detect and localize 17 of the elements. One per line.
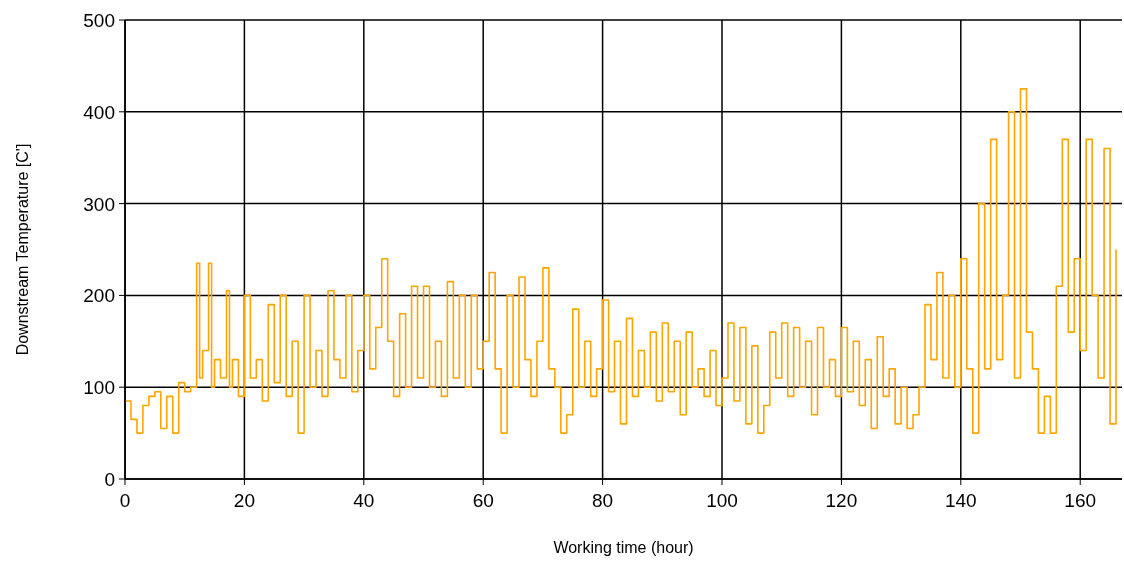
y-axis-title: Downstream Temperature [C'] (14, 143, 31, 356)
x-tick-label: 140 (944, 490, 977, 511)
x-tick-label: 80 (592, 490, 614, 511)
x-tick-label: 20 (233, 490, 255, 511)
x-tick-label: 40 (353, 490, 375, 511)
y-tick-label: 500 (83, 10, 115, 31)
x-tick-label: 120 (825, 490, 858, 511)
x-tick-label: 100 (706, 490, 738, 511)
y-tick-label: 0 (104, 469, 115, 490)
y-tick-label: 100 (83, 377, 115, 399)
x-tick-label: 160 (1064, 490, 1097, 511)
y-tick-label: 300 (83, 193, 115, 215)
x-tick-label: 0 (119, 490, 131, 511)
x-axis-title: Working time (hour) (553, 539, 694, 556)
x-tick-label: 60 (472, 490, 494, 511)
y-tick-label: 400 (83, 101, 115, 123)
y-tick-label: 200 (83, 285, 115, 307)
